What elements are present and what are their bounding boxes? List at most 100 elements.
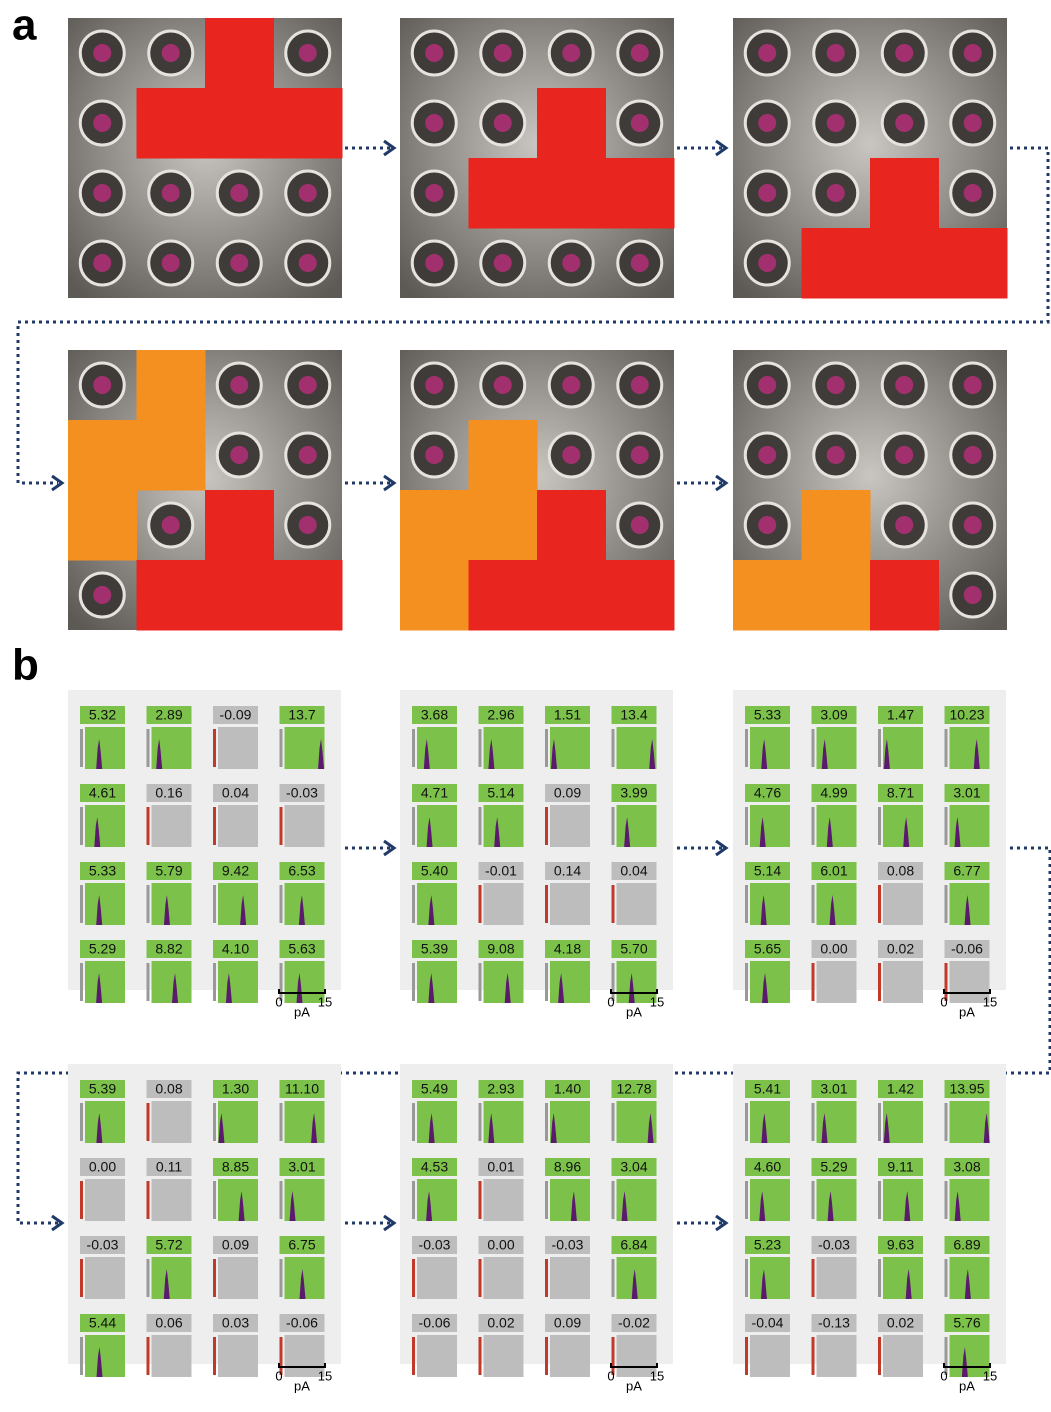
scale-min: 0 bbox=[940, 994, 947, 1009]
baseline-bar bbox=[745, 1337, 748, 1375]
well bbox=[299, 516, 317, 534]
well bbox=[230, 254, 248, 272]
value-label: 6.01 bbox=[820, 863, 847, 879]
baseline-bar bbox=[213, 885, 216, 923]
value-label: 0.14 bbox=[554, 863, 581, 879]
value-label: 12.78 bbox=[616, 1081, 651, 1097]
well bbox=[758, 376, 776, 394]
well bbox=[758, 184, 776, 202]
well bbox=[827, 114, 845, 132]
value-label: 8.82 bbox=[155, 941, 182, 957]
value-label: 4.10 bbox=[222, 941, 249, 957]
baseline-bar bbox=[479, 1103, 482, 1141]
value-label: 6.75 bbox=[288, 1237, 315, 1253]
histogram-box bbox=[550, 961, 590, 1003]
overlay bbox=[537, 560, 606, 631]
value-label: 8.71 bbox=[887, 785, 914, 801]
value-label: 10.23 bbox=[949, 707, 984, 723]
baseline-bar bbox=[812, 807, 815, 845]
baseline-bar bbox=[545, 729, 548, 767]
baseline-bar bbox=[479, 963, 482, 1001]
histogram-box bbox=[218, 1257, 258, 1299]
value-label: 0.04 bbox=[222, 785, 249, 801]
histogram-box bbox=[285, 805, 325, 847]
value-label: 4.71 bbox=[421, 785, 448, 801]
well bbox=[827, 44, 845, 62]
histogram-box bbox=[817, 883, 857, 925]
histogram-box bbox=[750, 883, 790, 925]
histogram-box bbox=[417, 1257, 457, 1299]
value-label: 13.4 bbox=[620, 707, 647, 723]
value-label: 3.08 bbox=[953, 1159, 980, 1175]
histogram-box bbox=[750, 1179, 790, 1221]
baseline-bar bbox=[745, 807, 748, 845]
histogram-box bbox=[750, 1257, 790, 1299]
well bbox=[758, 44, 776, 62]
histogram-box bbox=[85, 1179, 125, 1221]
value-label: 5.14 bbox=[754, 863, 781, 879]
histogram-box bbox=[484, 883, 524, 925]
value-label: 5.29 bbox=[820, 1159, 847, 1175]
baseline-bar bbox=[213, 1337, 216, 1375]
well bbox=[964, 446, 982, 464]
baseline-bar bbox=[147, 1181, 150, 1219]
baseline-bar bbox=[612, 885, 615, 923]
well bbox=[758, 516, 776, 534]
overlay bbox=[870, 158, 939, 229]
well bbox=[758, 114, 776, 132]
well bbox=[299, 184, 317, 202]
baseline-bar bbox=[745, 729, 748, 767]
histogram-box bbox=[85, 1335, 125, 1377]
overlay bbox=[205, 560, 274, 631]
baseline-bar bbox=[80, 1103, 83, 1141]
well bbox=[93, 254, 111, 272]
scale-min: 0 bbox=[607, 1368, 614, 1383]
value-label: -0.09 bbox=[220, 707, 252, 723]
baseline-bar bbox=[147, 885, 150, 923]
baseline-bar bbox=[213, 1181, 216, 1219]
baseline-bar bbox=[612, 1259, 615, 1297]
overlay bbox=[469, 560, 538, 631]
well bbox=[827, 446, 845, 464]
histogram-box bbox=[750, 961, 790, 1003]
value-label: 6.53 bbox=[288, 863, 315, 879]
histogram-box bbox=[218, 961, 258, 1003]
baseline-bar bbox=[147, 1337, 150, 1375]
histogram-box bbox=[817, 805, 857, 847]
histogram-box bbox=[417, 883, 457, 925]
well bbox=[895, 446, 913, 464]
histogram-box bbox=[817, 1179, 857, 1221]
histogram-box bbox=[484, 1179, 524, 1221]
well bbox=[425, 114, 443, 132]
value-label: 0.09 bbox=[554, 1315, 581, 1331]
baseline-bar bbox=[80, 807, 83, 845]
baseline-bar bbox=[479, 729, 482, 767]
baseline-bar bbox=[545, 1103, 548, 1141]
overlay bbox=[137, 560, 206, 631]
value-label: 0.04 bbox=[620, 863, 647, 879]
overlay bbox=[870, 560, 939, 631]
figure: a b 5.322.89-0.0913.74.610.160.04-0.035.… bbox=[0, 0, 1051, 1412]
value-label: 0.02 bbox=[887, 1315, 914, 1331]
overlay bbox=[537, 88, 606, 159]
well bbox=[93, 586, 111, 604]
well bbox=[631, 254, 649, 272]
value-label: 0.11 bbox=[156, 1159, 182, 1175]
baseline-bar bbox=[745, 885, 748, 923]
baseline-bar bbox=[812, 1103, 815, 1141]
overlay bbox=[939, 228, 1008, 299]
baseline-bar bbox=[280, 807, 283, 845]
baseline-bar bbox=[945, 807, 948, 845]
baseline-bar bbox=[479, 1259, 482, 1297]
value-label: -0.01 bbox=[485, 863, 517, 879]
value-label: 1.47 bbox=[887, 707, 914, 723]
baseline-bar bbox=[280, 729, 283, 767]
well bbox=[494, 44, 512, 62]
baseline-bar bbox=[745, 1181, 748, 1219]
scale-unit: pA bbox=[294, 1378, 310, 1393]
baseline-bar bbox=[545, 1181, 548, 1219]
well bbox=[230, 446, 248, 464]
value-label: 5.49 bbox=[421, 1081, 448, 1097]
well bbox=[631, 114, 649, 132]
histogram-box bbox=[152, 1257, 192, 1299]
